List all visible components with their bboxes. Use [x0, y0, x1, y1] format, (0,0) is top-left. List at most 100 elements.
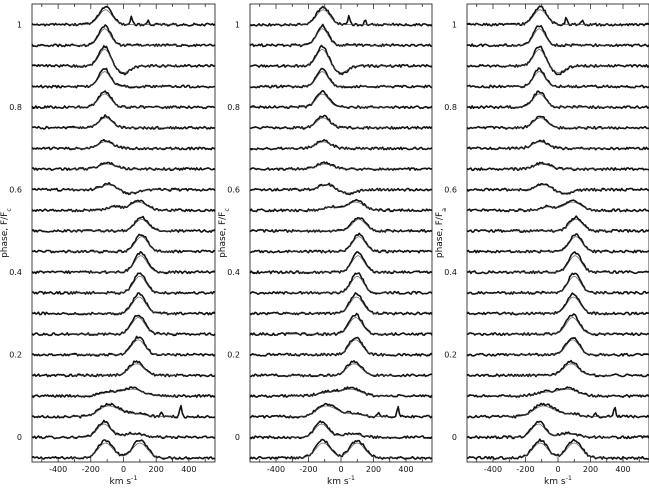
model-profile-phase-0.95	[287, 28, 395, 46]
observed-profile-phase-0.25	[249, 312, 433, 337]
observed-profile-phase-0.55	[31, 199, 216, 213]
model-profile-phase-0.25	[69, 317, 178, 335]
observed-profile-phase-0.1	[467, 386, 649, 398]
model-profile-phase-0.4	[504, 255, 612, 273]
x-tick-label: 200	[583, 465, 598, 474]
observed-profile-phase-0.1	[249, 386, 433, 398]
x-tick-label: -400	[49, 465, 67, 474]
model-profile-phase--0.05	[504, 442, 612, 459]
x-tick-label: 200	[149, 465, 164, 474]
model-profile-phase-0.75	[504, 117, 612, 129]
model-profile-phase-0.2	[287, 339, 395, 355]
model-profile-phase-0.5	[504, 219, 612, 232]
model-profile-phase-0.65	[69, 163, 178, 170]
observed-profile-phase-0	[250, 420, 433, 440]
y-tick-label: 0.4	[9, 268, 22, 277]
model-profile-phase-0.95	[504, 28, 612, 46]
model-profile-phase-0.65	[287, 163, 395, 170]
observed-profile-phase-0.65	[466, 161, 649, 172]
model-profile-phase-1	[287, 9, 395, 25]
observed-profile-phase-1	[249, 5, 433, 27]
y-tick-label: 0.2	[9, 351, 22, 360]
model-profile-phase-0.85	[69, 71, 178, 87]
observed-profile-phase-0.35	[31, 272, 216, 295]
observed-profile-phase-0.6	[31, 182, 216, 196]
observed-profile-phase-0.95	[249, 23, 432, 48]
model-profile-phase-0.85	[287, 71, 395, 87]
x-axis-label: km s-1	[109, 474, 137, 487]
y-tick-label: 0.6	[227, 186, 240, 195]
model-profile-phase-0.3	[69, 296, 178, 314]
observed-profile-phase-0.8	[31, 90, 216, 110]
model-profile-phase-0.3	[287, 296, 395, 314]
observed-profile-phase-0.05	[466, 402, 649, 419]
model-profile-phase-0.7	[287, 141, 395, 149]
x-axis-label: km s-1	[544, 474, 572, 487]
model-profile-phase-0.1	[69, 388, 178, 397]
panel-left: -400 -200 0 200 400 0 0.2 0.4 0.6 0.8 1 phase, F/Fc…	[0, 3, 216, 487]
model-profile-phase-0.65	[504, 163, 612, 170]
observed-profile-phase-0.45	[31, 233, 216, 254]
observed-profile-phase-0.4	[466, 251, 649, 275]
observed-profile-phase-0.75	[466, 115, 649, 130]
y-axis-label: phase, F/Fa	[435, 208, 448, 258]
y-axis-label: phase, F/Fc	[0, 208, 13, 258]
panel-right: -400 -200 0 200 400 0 0.2 0.4 0.6 0.8 1 phase, F/Fa…	[435, 3, 649, 487]
model-profile-phase-0.25	[504, 317, 612, 335]
x-tick-label: -400	[484, 465, 502, 474]
observed-profile-phase-0.3	[466, 292, 649, 316]
observed-profile-phase-0.2	[31, 335, 216, 357]
model-profile-phase-0.85	[504, 71, 612, 87]
observed-profile-phase-0.8	[466, 90, 649, 110]
observed-profile-phase-0.55	[466, 199, 649, 213]
observed-profile-phase-0.9	[31, 45, 216, 76]
model-profile-phase-0.6	[287, 184, 395, 194]
observed-profile-phase-0.4	[31, 251, 216, 275]
model-profile-phase-0.9	[287, 49, 395, 73]
model-profile-phase-0.75	[69, 117, 178, 129]
y-tick-label: 0.8	[444, 103, 457, 112]
y-axis-label-subscript: a	[440, 208, 448, 212]
x-tick-label: 400	[615, 465, 630, 474]
observed-profile-phase-0.95	[466, 25, 649, 48]
model-profile-phase-0.7	[504, 141, 612, 149]
y-tick-label: 0.4	[444, 268, 457, 277]
model-profile-phase-0.4	[287, 255, 395, 273]
model-profile-phase-0.55	[69, 201, 178, 211]
y-axis-label: phase, F/Fc	[218, 208, 231, 258]
observed-profile-phase-0.3	[249, 292, 433, 316]
observed-profile-phase-0.3	[31, 292, 216, 316]
model-profile-phase-0.05	[287, 405, 395, 417]
model-profile-phase-0.1	[287, 388, 395, 397]
model-profile-phase-0.45	[287, 236, 395, 252]
observed-profile-phase-0.55	[249, 198, 432, 213]
model-profile-phase-0.4	[69, 255, 178, 273]
observed-profile-phase-0.2	[466, 337, 649, 357]
model-profile-phase-0.5	[287, 219, 395, 232]
y-tick-label: 0.6	[9, 186, 22, 195]
observed-profile-phase-0.25	[31, 314, 216, 337]
x-tick-label: -200	[516, 465, 534, 474]
model-profile-phase-0	[69, 423, 178, 438]
model-profile-phase-0.6	[69, 184, 178, 194]
observed-profile-phase-1	[31, 6, 216, 27]
observed-profile-phase-0	[466, 420, 649, 440]
observed-profile-phase-0.4	[249, 251, 433, 275]
observed-profile-phase-0.15	[466, 359, 649, 378]
x-tick-label: -200	[299, 465, 317, 474]
observed-profile-phase-1	[466, 5, 649, 27]
observed-profile-phase-0.75	[249, 114, 433, 130]
model-profile-phase-0.05	[69, 405, 178, 417]
x-axis-label-superscript: -1	[349, 474, 355, 482]
y-tick-label: 0.2	[444, 351, 457, 360]
y-tick-label: 0	[452, 433, 457, 442]
observed-profile-phase-0	[31, 419, 216, 440]
observed-profile-phase-0.8	[249, 89, 433, 110]
model-profile-phase-0.35	[287, 276, 395, 294]
x-tick-label: 200	[366, 465, 381, 474]
model-profile-phase-0.1	[504, 388, 612, 397]
observed-profile-phase-0.35	[249, 272, 433, 295]
x-tick-label: 400	[181, 465, 196, 474]
observed-profile-phase-0.75	[31, 114, 216, 130]
